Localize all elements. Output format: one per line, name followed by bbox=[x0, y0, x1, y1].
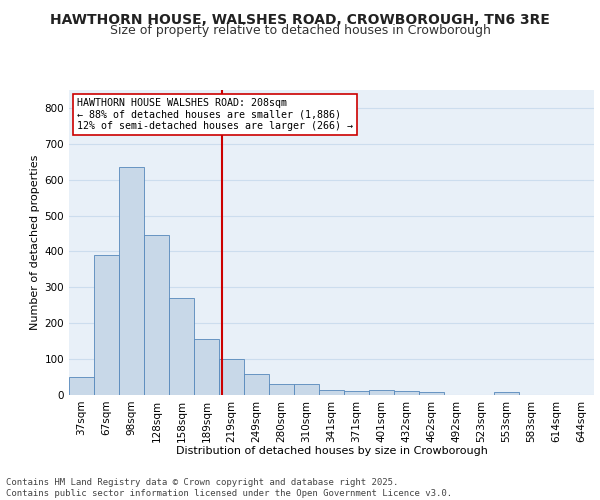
Bar bbox=[69, 377, 94, 395]
Bar bbox=[294, 384, 319, 395]
Bar bbox=[369, 390, 394, 395]
X-axis label: Distribution of detached houses by size in Crowborough: Distribution of detached houses by size … bbox=[176, 446, 487, 456]
Bar bbox=[144, 236, 169, 395]
Bar bbox=[344, 392, 369, 395]
Text: Contains HM Land Registry data © Crown copyright and database right 2025.
Contai: Contains HM Land Registry data © Crown c… bbox=[6, 478, 452, 498]
Bar bbox=[119, 167, 144, 395]
Text: HAWTHORN HOUSE, WALSHES ROAD, CROWBOROUGH, TN6 3RE: HAWTHORN HOUSE, WALSHES ROAD, CROWBOROUG… bbox=[50, 12, 550, 26]
Text: Size of property relative to detached houses in Crowborough: Size of property relative to detached ho… bbox=[110, 24, 490, 37]
Bar bbox=[269, 384, 294, 395]
Bar bbox=[219, 359, 244, 395]
Bar bbox=[169, 298, 194, 395]
Bar bbox=[394, 390, 419, 395]
Bar bbox=[494, 392, 519, 395]
Bar bbox=[94, 255, 119, 395]
Bar bbox=[244, 374, 269, 395]
Bar bbox=[319, 390, 344, 395]
Text: HAWTHORN HOUSE WALSHES ROAD: 208sqm
← 88% of detached houses are smaller (1,886): HAWTHORN HOUSE WALSHES ROAD: 208sqm ← 88… bbox=[77, 98, 353, 131]
Y-axis label: Number of detached properties: Number of detached properties bbox=[31, 155, 40, 330]
Bar bbox=[419, 392, 444, 395]
Bar bbox=[194, 340, 219, 395]
